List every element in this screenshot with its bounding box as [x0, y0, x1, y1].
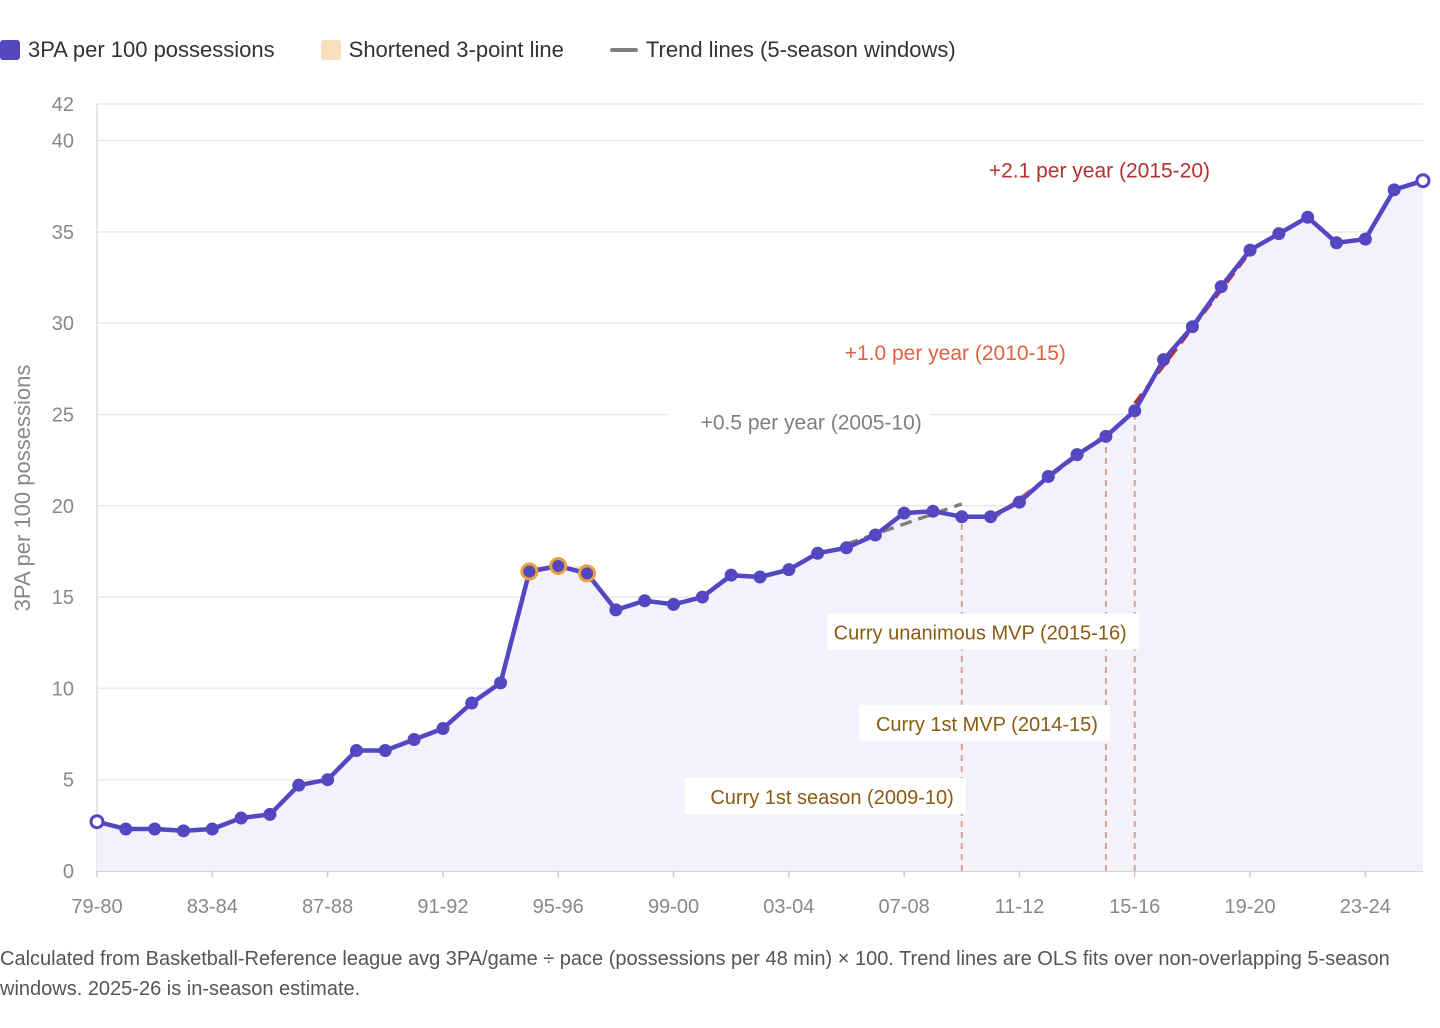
data-point [955, 510, 969, 524]
data-point [1301, 210, 1315, 224]
data-point [378, 743, 392, 757]
x-tick-label: 19-20 [1224, 896, 1275, 918]
data-point [1128, 404, 1142, 418]
data-point [926, 504, 940, 518]
legend-trend-label: Trend lines (5-season windows) [645, 37, 956, 62]
data-point [1387, 183, 1401, 197]
trend-line-icon [609, 48, 638, 52]
x-tick-label: 03-04 [763, 896, 814, 918]
data-point [1012, 495, 1026, 509]
data-point [1099, 429, 1113, 443]
data-point [667, 597, 681, 611]
x-tick-label: 83-84 [187, 896, 238, 918]
x-tick-label: 91-92 [417, 896, 468, 918]
x-tick-label: 79-80 [71, 896, 122, 918]
data-point [349, 743, 363, 757]
data-point [1330, 236, 1344, 250]
data-point [148, 822, 162, 836]
data-point [436, 722, 450, 736]
data-point [176, 824, 190, 838]
x-tick-label: 87-88 [302, 896, 353, 918]
fill-layer [97, 180, 1423, 871]
data-point [234, 811, 248, 825]
data-point [724, 568, 738, 582]
trend-label-bg [956, 151, 1219, 186]
data-point [89, 814, 105, 830]
data-point [263, 807, 277, 821]
event-label: Curry unanimous MVP (2015-16) [834, 623, 1127, 645]
data-point [984, 510, 998, 524]
y-tick-label: 40 [52, 131, 74, 153]
y-tick-label: 0 [63, 861, 74, 883]
data-point [1041, 470, 1055, 484]
data-point [407, 733, 421, 747]
x-tick-label: 07-08 [879, 896, 930, 918]
annotation-layer: Curry 1st season (2009-10) Curry 1st MVP … [668, 151, 1219, 814]
event-label-bg [684, 777, 966, 814]
data-point [1358, 232, 1372, 246]
data-point [1272, 227, 1286, 241]
data-point [119, 822, 133, 836]
data-point [811, 546, 825, 560]
legend-series-label: 3PA per 100 possessions [28, 37, 275, 62]
x-tick-label: 95-96 [533, 896, 584, 918]
data-point [321, 773, 335, 787]
event-label: Curry 1st MVP (2014-15) [876, 714, 1098, 736]
event-label-bg [826, 613, 1139, 650]
data-point [782, 563, 796, 577]
trend-label-bg [668, 403, 930, 438]
data-point [897, 506, 911, 520]
data-point [839, 541, 853, 555]
tick-layer: 0 5 10 15 20 25 30 35 40 42 79-80 83-84 87-88 91-92 95… [52, 94, 1391, 918]
y-tick-label: 30 [52, 313, 74, 335]
x-tick-label: 15-16 [1109, 896, 1160, 918]
y-tick-label: 15 [52, 587, 74, 609]
data-point [868, 528, 882, 542]
trend-label: +1.0 per year (2010-15) [845, 342, 1066, 365]
data-point [494, 676, 508, 690]
data-point [292, 778, 306, 792]
y-tick-label: 20 [52, 496, 74, 518]
chart-caption: Calculated from Basketball-Reference lea… [0, 948, 1390, 1000]
legend: 3PA per 100 possessions Shortened 3-poin… [0, 30, 1002, 70]
shade-swatch-icon [320, 40, 341, 60]
event-label: Curry 1st season (2009-10) [710, 787, 953, 809]
data-point [1185, 320, 1199, 334]
trend-label-bg [812, 334, 1074, 369]
points-layer [89, 173, 1431, 838]
trend-label: +0.5 per year (2005-10) [701, 411, 922, 434]
data-point [609, 603, 623, 617]
data-point [549, 557, 568, 576]
y-tick-label: 25 [52, 404, 74, 426]
x-tick-label: 23-24 [1340, 896, 1391, 918]
series-area-fill [97, 180, 1423, 871]
legend-item-trend[interactable]: Trend lines (5-season windows) [609, 37, 956, 63]
data-point [1070, 448, 1084, 462]
y-tick-label: 42 [52, 94, 74, 116]
y-tick-label: 5 [63, 770, 74, 792]
line-chart: Curry 1st season (2009-10) Curry 1st MVP … [10, 94, 1431, 918]
data-point [1157, 353, 1171, 367]
data-point [465, 696, 479, 710]
data-point [638, 594, 652, 608]
event-label-bg [859, 704, 1110, 741]
x-tick-label: 99-00 [648, 896, 699, 918]
y-axis-label: 3PA per 100 possessions [10, 365, 35, 612]
legend-shade-label: Shortened 3-point line [348, 37, 564, 62]
data-point [695, 590, 709, 604]
data-point [753, 570, 767, 584]
data-point [1243, 243, 1257, 257]
data-point [578, 564, 597, 583]
series-swatch-icon [0, 40, 20, 60]
data-point [520, 562, 539, 581]
data-point [1214, 280, 1228, 294]
data-point [205, 822, 219, 836]
y-tick-label: 10 [52, 678, 74, 700]
y-tick-label: 35 [52, 222, 74, 244]
legend-item-series[interactable]: 3PA per 100 possessions [0, 37, 275, 63]
legend-item-shade[interactable]: Shortened 3-point line [320, 37, 564, 63]
data-point [1415, 173, 1431, 189]
trend-label: +2.1 per year (2015-20) [989, 159, 1210, 182]
x-tick-label: 11-12 [995, 896, 1045, 918]
